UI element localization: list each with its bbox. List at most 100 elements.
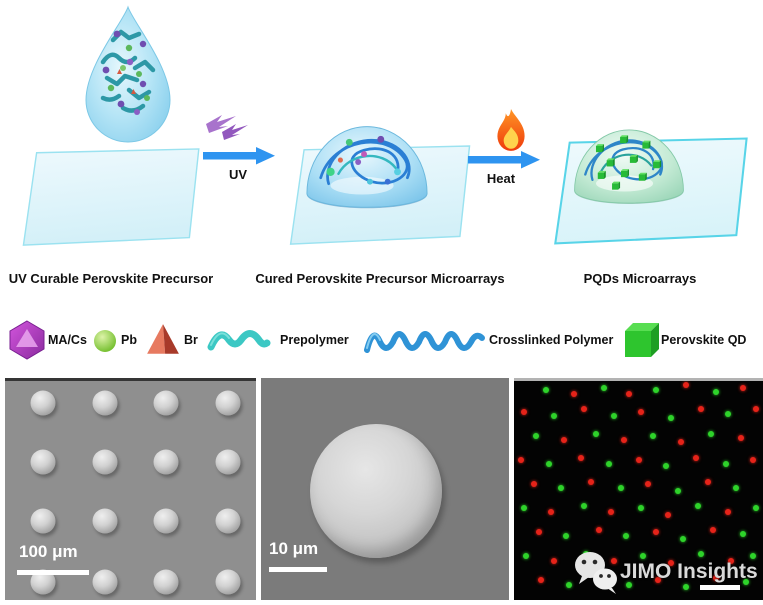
uv-label: UV [228,167,248,182]
green-pqd-dot [600,384,607,391]
green-pqd-dot [682,583,689,590]
red-pqd-dot [595,526,602,533]
green-pqd-dot [563,533,570,540]
ion-dots-graphic [326,135,401,185]
red-pqd-dot [535,529,542,536]
green-pqd-dot [680,535,687,542]
uv-arrow-icon [203,147,275,165]
green-pqd-dot [605,461,612,468]
red-pqd-dot [677,439,684,446]
red-pqd-dot [538,577,545,584]
teal-wave-icon [207,330,271,351]
fluorescence-microarray-image: JIMO Insights [514,378,763,600]
red-pqd-dot [548,509,555,516]
scale-label-100um: 100 μm [19,542,78,561]
microarray-sphere [92,390,118,416]
red-pqd-dot [710,526,717,533]
green-pqd-dot [707,430,714,437]
green-pqd-dot [697,551,704,557]
legend-label-macs: MA/Cs [48,333,87,347]
red-pqd-dot [705,478,712,485]
red-tetrahedron-icon [147,324,179,354]
green-pqd-dot [662,463,669,470]
green-pqd-dot [593,430,600,437]
red-pqd-dot [645,480,652,487]
red-pqd-dot [725,509,732,516]
green-pqd-dot [722,461,729,468]
red-pqd-dot [692,454,699,461]
microarray-sphere [30,390,56,416]
fluorescence-dots [514,381,763,600]
green-pqd-dot [667,415,674,422]
red-pqd-dot [667,559,674,566]
red-pqd-dot [637,408,644,415]
green-pqd-dot [712,388,719,395]
microarray-sphere [153,449,179,475]
pqd-dome-graphic [574,129,684,204]
red-pqd-dot [727,557,734,564]
red-pqd-dot [518,456,525,463]
perovskite-qd-cubes-graphic [595,135,662,190]
green-cube-icon [625,323,659,357]
heat-label: Heat [486,171,516,186]
green-pqd-dot [675,487,682,494]
legend-label-crosslinked-polymer: Crosslinked Polymer [489,333,614,347]
microarray-sphere [153,569,179,595]
microarray-sphere [215,508,241,534]
red-pqd-dot [578,454,585,461]
microarray-sphere [153,390,179,416]
precursor-droplet-graphic [85,5,171,143]
red-pqd-dot [737,434,744,441]
microarray-sphere [215,390,241,416]
flame-icon [497,109,525,151]
green-pqd-dot [558,485,565,492]
green-pqd-dot [533,432,540,439]
legend-label-prepolymer: Prepolymer [280,333,349,347]
substrate-graphic [22,148,200,246]
green-pqd-dot [652,386,659,393]
green-pqd-dot [565,581,572,588]
green-pqd-dot [625,581,632,588]
sem-sphere [310,424,443,559]
microarray-sphere [92,508,118,534]
legend-label-br: Br [184,333,198,347]
crosslinked-polymer-chains-graphic [319,138,411,186]
red-pqd-dot [580,406,587,413]
green-pqd-dot [550,413,557,420]
green-pqd-dot [695,502,702,509]
cured-dome-graphic [306,126,428,209]
red-pqd-dot [712,575,719,582]
green-pqd-dot [520,505,527,512]
green-pqd-dot [732,485,739,492]
green-sphere-icon [94,330,116,352]
uv-lightning-icon [206,115,248,140]
scale-label-10um: 10 μm [269,539,319,558]
red-pqd-dot [752,406,759,413]
green-pqd-dot [750,553,757,560]
green-pqd-dot [752,505,759,512]
microarray-sphere [30,449,56,475]
step-caption-cured-microarrays: Cured Perovskite Precursor Microarrays [255,271,505,286]
green-pqd-dot [623,533,630,540]
green-pqd-dot [640,553,647,560]
red-pqd-dot [625,391,632,398]
green-pqd-dot [742,579,749,586]
green-pqd-dot [618,485,625,492]
red-pqd-dot [697,406,704,413]
scale-bar [17,570,89,575]
red-pqd-dot [520,408,527,415]
sem-microarray-image: 100 μm [5,378,256,600]
green-pqd-dot [523,553,530,560]
green-pqd-dot [545,461,552,468]
step-caption-precursor: UV Curable Perovskite Precursor [8,271,214,286]
legend-label-pb: Pb [121,333,137,347]
legend-label-perovskite-qd: Perovskite QD [661,333,747,347]
green-pqd-dot [725,410,732,417]
red-pqd-dot [620,437,627,444]
red-pqd-dot [550,557,557,564]
red-pqd-dot [750,456,757,463]
scale-bar [269,567,327,572]
scale-bar [700,585,740,590]
sem-single-sphere-image: 10 μm [261,378,509,600]
